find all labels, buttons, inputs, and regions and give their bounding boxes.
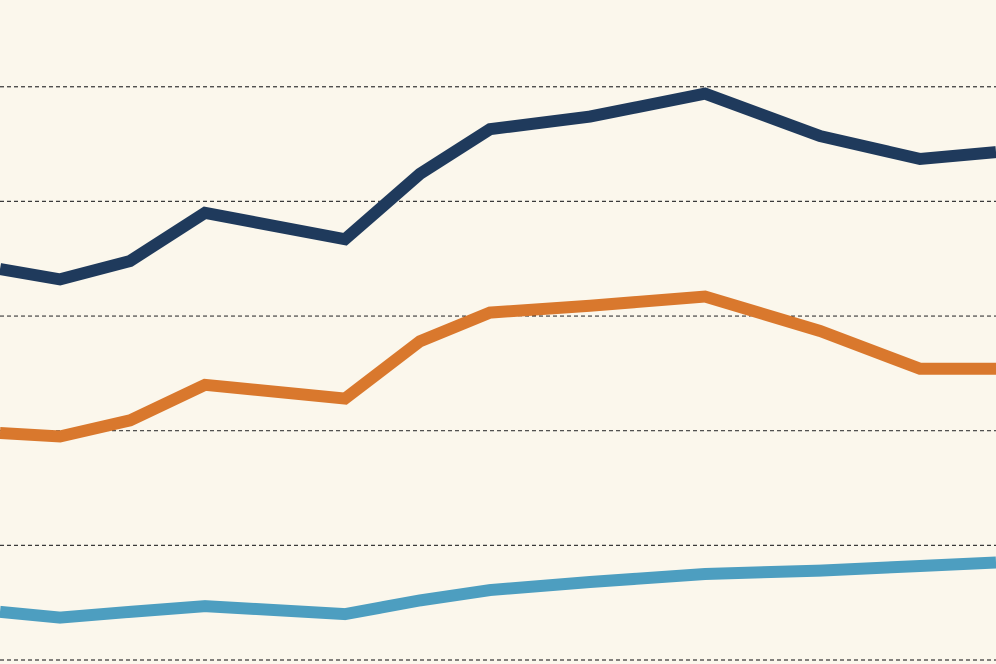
line-series (0, 87, 996, 286)
line-series (0, 290, 996, 443)
line-series (0, 556, 996, 624)
